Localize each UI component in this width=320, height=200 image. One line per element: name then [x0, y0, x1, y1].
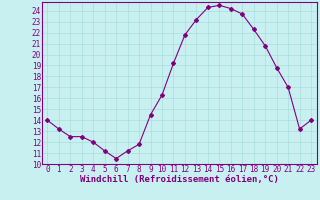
X-axis label: Windchill (Refroidissement éolien,°C): Windchill (Refroidissement éolien,°C)	[80, 175, 279, 184]
